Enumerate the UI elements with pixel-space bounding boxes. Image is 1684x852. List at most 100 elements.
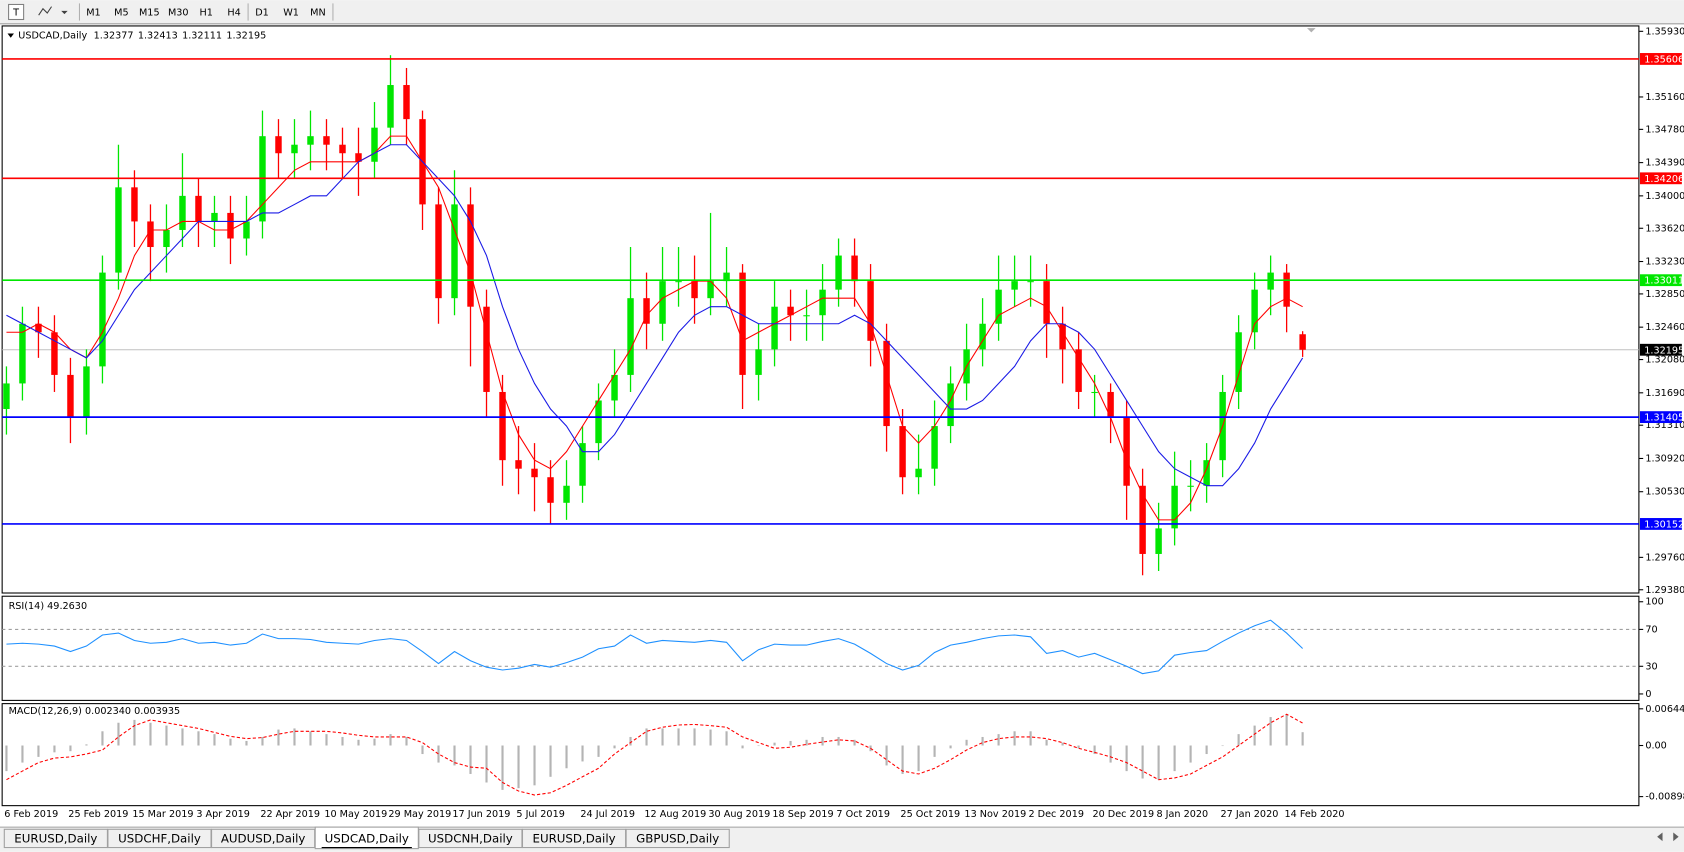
macd-bar	[565, 745, 568, 769]
tab-scroll-right[interactable]	[1673, 832, 1679, 842]
tab-label[interactable]: AUDUSD,Daily	[221, 831, 306, 845]
macd-bar	[597, 745, 600, 757]
tab-label[interactable]: EURUSD,Daily	[532, 831, 615, 845]
toolbar-icon[interactable]	[8, 3, 25, 21]
timeframe-button[interactable]: M5	[114, 8, 128, 19]
last-close: 1.32195	[226, 31, 266, 42]
macd-bar	[757, 745, 760, 747]
candle-body	[1043, 281, 1050, 324]
candle-body	[1283, 272, 1290, 307]
candle-body	[451, 204, 458, 299]
x-tick-label: 15 Mar 2019	[132, 809, 193, 820]
toolbar	[0, 0, 1684, 24]
macd-bar	[53, 745, 56, 753]
x-tick-label: 24 Jul 2019	[580, 809, 635, 820]
candle-body	[323, 136, 330, 145]
candle-body	[51, 332, 58, 375]
x-tick-label: 13 Nov 2019	[964, 809, 1026, 820]
tab-background[interactable]	[625, 828, 730, 849]
macd-bar	[277, 729, 280, 746]
candle-body	[867, 281, 874, 341]
macd-bar	[1093, 745, 1096, 755]
macd-bar	[1013, 731, 1016, 746]
macd-bar	[85, 744, 88, 746]
candle-body	[35, 323, 42, 333]
x-tick-label: 3 Apr 2019	[196, 809, 250, 820]
timeframe-button[interactable]: M1	[86, 8, 100, 19]
x-tick-label: 17 Jun 2019	[452, 809, 510, 820]
candle-body	[1139, 485, 1146, 554]
candle-body	[467, 204, 474, 307]
level-label-box	[1639, 411, 1682, 424]
candle-body	[195, 195, 202, 222]
tab-label[interactable]: GBPUSD,Daily	[636, 831, 719, 845]
tab-label[interactable]: USDCNH,Daily	[428, 831, 513, 845]
macd-bar	[101, 731, 104, 746]
macd-bar	[581, 745, 584, 762]
macd-bar	[229, 738, 232, 746]
timeframe-button[interactable]: D1	[255, 8, 269, 19]
last-low: 1.32111	[182, 31, 222, 42]
y-tick-label: 0.006448	[1645, 704, 1684, 715]
x-tick-label: 27 Jan 2020	[1220, 809, 1278, 820]
macd-bar	[165, 725, 168, 746]
candle-body	[995, 289, 1002, 324]
macd-bar	[1237, 734, 1240, 746]
timeframe-button[interactable]: MN	[310, 8, 326, 19]
macd-bar	[933, 745, 936, 757]
candle-body	[611, 374, 618, 401]
timeframe-button[interactable]: M15	[139, 8, 160, 19]
macd-bar	[853, 739, 856, 746]
macd-bar	[741, 745, 744, 749]
timeframe-button[interactable]: M30	[168, 8, 189, 19]
candle-body	[243, 221, 250, 239]
candle-body	[787, 306, 794, 316]
tab-label[interactable]: EURUSD,Daily	[14, 831, 97, 845]
timeframe-button[interactable]: H1	[200, 8, 213, 19]
macd-bar	[1173, 745, 1176, 772]
timeframe-button[interactable]: H4	[227, 8, 240, 19]
y-tick-label: 1.35930	[1645, 26, 1684, 37]
rsi-title: RSI(14) 49.2630	[9, 601, 88, 612]
macd-bar	[949, 745, 952, 749]
macd-bar	[117, 722, 120, 746]
tab-scroll-left[interactable]	[1657, 832, 1663, 842]
tab-label[interactable]: USDCAD,Daily	[325, 831, 409, 845]
macd-bar	[389, 734, 392, 746]
tab-label[interactable]: USDCHF,Daily	[118, 831, 201, 845]
macd-bar	[613, 745, 616, 749]
x-tick-label: 25 Feb 2019	[68, 809, 128, 820]
x-tick-label: 29 May 2019	[388, 809, 451, 820]
candle-body	[179, 195, 186, 230]
macd-bar	[1077, 745, 1080, 749]
macd-bar	[629, 736, 632, 746]
candle-body	[1203, 460, 1210, 486]
macd-bar	[197, 731, 200, 746]
y-tick-label: 1.34780	[1645, 124, 1684, 135]
candle-body	[627, 298, 634, 375]
dropdown-arrow[interactable]	[61, 10, 68, 15]
symbol-menu-arrow[interactable]	[7, 33, 14, 38]
macd-bar	[69, 745, 72, 752]
candle-body	[755, 349, 762, 375]
macd-bar	[661, 728, 664, 746]
macd-bar	[325, 734, 328, 746]
macd-plot-frame	[1, 703, 1640, 807]
macd-bar	[805, 739, 808, 746]
candle-body	[1027, 281, 1034, 283]
macd-bar	[965, 739, 968, 746]
candle-body	[883, 340, 890, 427]
symbol-title: USDCAD,Daily	[18, 31, 87, 42]
toolbar-icon[interactable]	[38, 6, 52, 16]
macd-bar	[213, 734, 216, 746]
candle-body	[915, 468, 922, 478]
x-tick-label: 14 Feb 2020	[1284, 809, 1344, 820]
toolbar-icon-glyph: T	[12, 8, 19, 19]
candle-body	[291, 144, 298, 154]
macd-bar	[885, 745, 888, 766]
macd-bar	[1029, 731, 1032, 746]
y-tick-label: 1.32460	[1645, 322, 1684, 333]
timeframe-button[interactable]: W1	[283, 8, 299, 19]
x-tick-label: 22 Apr 2019	[260, 809, 320, 820]
